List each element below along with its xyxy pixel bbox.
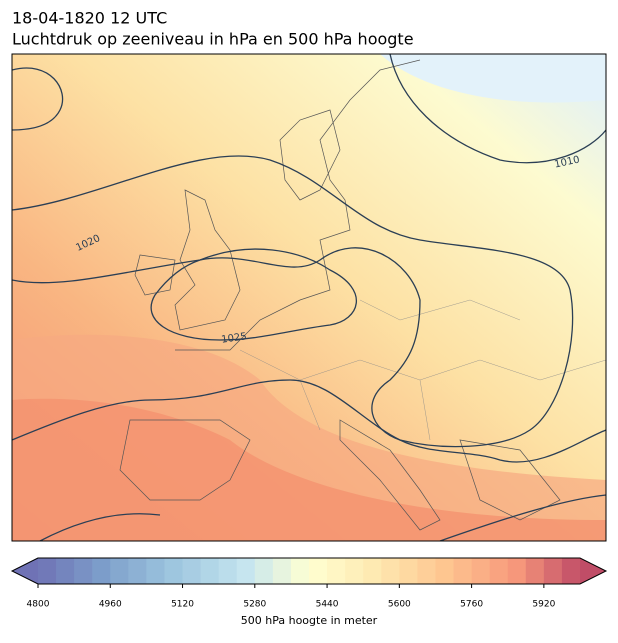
coastline	[339, 419, 441, 531]
coastline	[174, 189, 241, 331]
colorbar-segment	[363, 558, 382, 584]
coastline	[119, 419, 251, 501]
colorbar-segment	[254, 558, 274, 584]
colorbar-segment	[543, 558, 563, 584]
colorbar-segment	[128, 558, 147, 584]
colorbar-segment	[290, 558, 310, 584]
colorbar-segment	[182, 558, 202, 584]
colorbar-segment	[200, 558, 220, 584]
colorbar-extend-high	[580, 558, 606, 584]
map: 1010 1020 1025	[12, 54, 606, 541]
isobar-label: 1025	[221, 331, 248, 345]
border	[239, 299, 606, 441]
isobar	[12, 379, 606, 463]
colorbar-segment	[327, 558, 346, 584]
coastline	[279, 109, 341, 201]
colorbar-tick-label: 4800	[27, 600, 50, 610]
colorbar-segment	[525, 558, 545, 584]
coastline	[459, 439, 561, 521]
colorbar-tick-label: 5600	[388, 600, 411, 610]
isobar	[12, 67, 64, 131]
colorbar-tick-label: 4960	[99, 600, 122, 610]
isobar	[389, 54, 606, 164]
coastline	[175, 59, 421, 351]
colorbar-segment	[38, 558, 57, 584]
colorbar-extend-low	[12, 558, 38, 584]
colorbar-tick-label: 5280	[243, 600, 266, 610]
colorbar-segment	[435, 558, 455, 584]
colorbar-segment	[453, 558, 473, 584]
colorbar-segment	[471, 558, 491, 584]
isobar	[150, 248, 358, 341]
colorbar-segment	[110, 558, 129, 584]
colorbar-segment	[309, 558, 328, 584]
colorbar-segment	[345, 558, 364, 584]
colorbar-segment	[236, 558, 256, 584]
colorbar-segment	[272, 558, 292, 584]
colorbar-segment	[417, 558, 436, 584]
colorbar-segment	[507, 558, 527, 584]
colorbar-tick-label: 5120	[171, 600, 194, 610]
title: Luchtdruk op zeeniveau in hPa en 500 hPa…	[12, 30, 414, 49]
colorbar-segment	[381, 558, 400, 584]
isobar	[12, 155, 574, 448]
colorbar-tick-label: 5760	[460, 600, 483, 610]
height-band	[12, 398, 606, 541]
colorbar-segment	[56, 558, 75, 584]
isobar	[39, 494, 606, 541]
colorbar-segment	[146, 558, 165, 584]
time-label: 18-04-1820 12 UTC	[12, 9, 167, 28]
colorbar-segment	[399, 558, 418, 584]
colorbar-segment	[218, 558, 238, 584]
isobar-label: 1010	[554, 154, 581, 170]
colorbar: 4800 4960 5120 5280 5440 5600 5760 5920	[10, 557, 608, 610]
colorbar-frame	[10, 557, 608, 585]
colorbar-tick-label: 5440	[316, 600, 339, 610]
colorbar-segment	[74, 558, 93, 584]
height-band	[380, 54, 606, 103]
colorbar-tick-label: 5920	[532, 600, 555, 610]
colorbar-label: 500 hPa hoogte in meter	[241, 614, 378, 627]
colorbar-segment	[489, 558, 509, 584]
map-frame	[11, 53, 607, 542]
colorbar-segment	[164, 558, 184, 584]
colorbar-segment	[561, 558, 581, 584]
colorbar-segment	[92, 558, 111, 584]
